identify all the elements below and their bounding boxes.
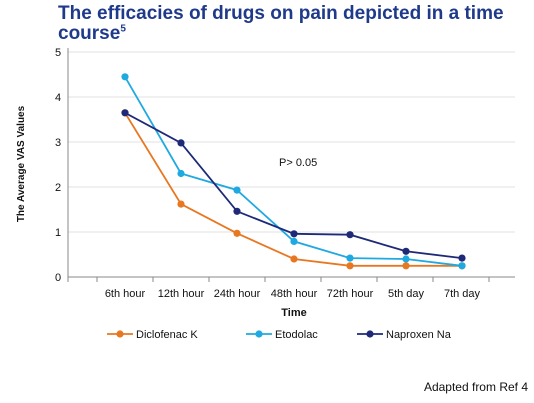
legend-label: Naproxen Na (386, 329, 452, 341)
data-point (458, 262, 466, 270)
data-point (402, 247, 410, 255)
data-point (346, 262, 354, 270)
data-point (346, 231, 354, 239)
x-tick-label: 72th hour (327, 288, 374, 300)
y-tick-label: 2 (55, 182, 61, 194)
y-tick-label: 3 (55, 137, 61, 149)
legend-label: Diclofenac K (136, 329, 198, 341)
data-point (177, 169, 185, 178)
data-point (177, 139, 185, 147)
legend-label: Etodolac (275, 329, 318, 341)
x-tick-label: 48th hour (271, 288, 318, 300)
data-point (290, 237, 298, 245)
data-point (290, 255, 298, 263)
chart-title-text: The efficacies of drugs on pain depicted… (58, 3, 504, 44)
data-point (177, 200, 185, 208)
data-point (233, 229, 241, 237)
x-axis-label: Time (281, 307, 306, 319)
chart-title: The efficacies of drugs on pain depicted… (58, 4, 528, 44)
data-point (121, 109, 129, 117)
series-line-2 (124, 76, 463, 267)
x-tick-label: 12th hour (158, 288, 205, 300)
significance-annotation: P> 0.05 (279, 157, 317, 169)
x-tick-label: 6th hour (105, 288, 146, 300)
source-note: Adapted from Ref 4 (423, 380, 528, 394)
y-tick-label: 5 (55, 47, 61, 59)
y-tick-label: 4 (55, 92, 61, 104)
x-tick-label: 7th day (444, 288, 481, 300)
data-point (290, 230, 298, 238)
data-point (346, 254, 354, 262)
legend-marker (366, 330, 374, 338)
legend-marker (116, 330, 124, 338)
data-point (402, 255, 410, 263)
data-point (458, 254, 466, 262)
x-tick-label: 24th hour (214, 288, 261, 300)
chart-title-reference: 5 (120, 23, 126, 35)
data-point (402, 262, 410, 270)
y-tick-label: 1 (55, 227, 61, 239)
data-point (233, 207, 241, 215)
data-point (121, 73, 129, 81)
x-tick-label: 5th day (388, 288, 425, 300)
data-point (233, 186, 241, 194)
y-tick-label: 0 (55, 272, 61, 284)
legend-marker (255, 330, 263, 338)
y-axis-label: The Average VAS Values (16, 105, 27, 222)
